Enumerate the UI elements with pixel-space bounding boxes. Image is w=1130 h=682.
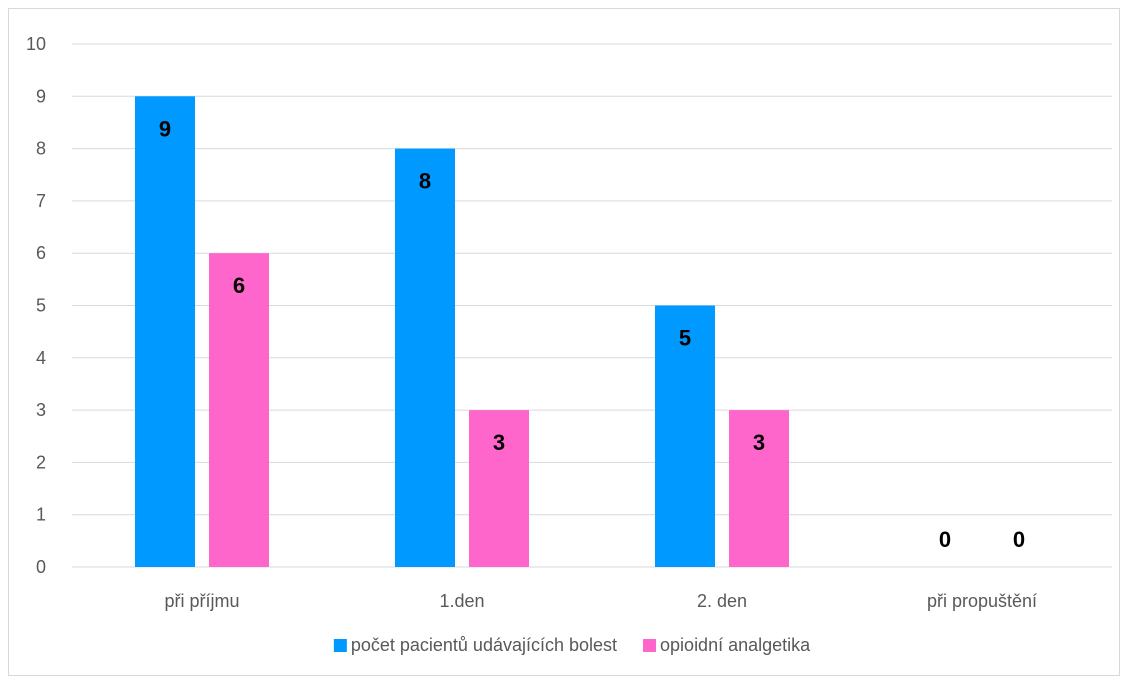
y-tick-label: 9 <box>36 86 46 106</box>
x-tick-label: 1.den <box>439 591 484 611</box>
y-tick-label: 2 <box>36 452 46 472</box>
y-tick-label: 10 <box>26 34 46 54</box>
data-label: 8 <box>419 169 431 194</box>
data-label: 3 <box>753 430 765 455</box>
data-label: 5 <box>679 326 691 351</box>
data-label: 3 <box>493 430 505 455</box>
y-tick-label: 5 <box>36 296 46 316</box>
bar <box>209 253 269 567</box>
data-labels: 9 6 8 3 5 3 0 0 <box>159 116 1025 552</box>
legend-item: počet pacientů udávajících bolest <box>333 635 617 655</box>
y-tick-label: 8 <box>36 139 46 159</box>
legend-item: opioidní analgetika <box>643 635 811 655</box>
bar <box>395 148 455 567</box>
bar <box>729 410 789 567</box>
y-tick-label: 4 <box>36 348 46 368</box>
x-tick-label: při příjmu <box>164 591 239 611</box>
y-tick-label: 1 <box>36 505 46 525</box>
x-axis-ticks: při příjmu 1.den 2. den při propuštění <box>164 591 1037 611</box>
x-tick-label: 2. den <box>697 591 747 611</box>
bar <box>655 305 715 567</box>
legend-label: počet pacientů udávajících bolest <box>351 635 617 655</box>
legend-label: opioidní analgetika <box>660 635 811 655</box>
y-tick-label: 6 <box>36 243 46 263</box>
legend-swatch <box>643 639 657 652</box>
bar <box>469 410 529 567</box>
legend: počet pacientů udávajících bolest opioidn… <box>333 635 811 655</box>
data-label: 0 <box>1013 527 1025 552</box>
y-tick-label: 3 <box>36 400 46 420</box>
data-label: 9 <box>159 116 171 141</box>
legend-swatch <box>333 639 347 652</box>
y-tick-label: 0 <box>36 557 46 577</box>
data-label: 6 <box>233 273 245 298</box>
bar <box>135 96 195 568</box>
x-tick-label: při propuštění <box>927 591 1037 611</box>
y-tick-label: 7 <box>36 191 46 211</box>
y-axis-ticks: 0 1 2 3 4 5 6 7 8 9 10 <box>26 34 46 577</box>
data-label: 0 <box>939 527 951 552</box>
bars <box>135 96 789 568</box>
